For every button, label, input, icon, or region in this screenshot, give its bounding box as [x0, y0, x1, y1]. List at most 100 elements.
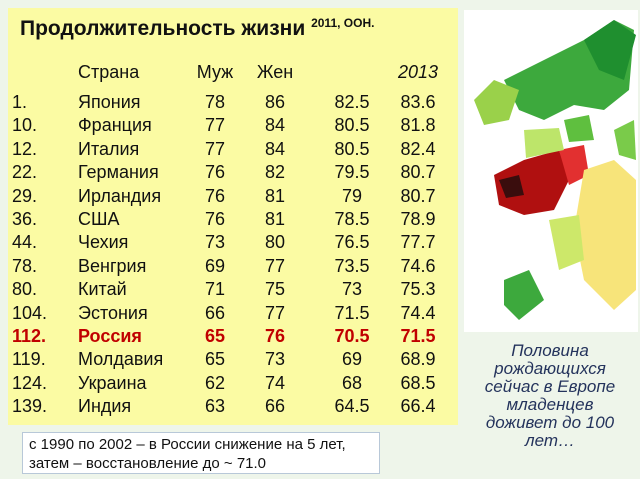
table-cell: Индия: [78, 396, 132, 417]
table-cell: 84: [264, 115, 286, 136]
header-cell: Страна: [78, 62, 140, 82]
table-cell: 73: [204, 232, 226, 253]
side-line: рождающихся: [494, 359, 606, 378]
side-line: лет…: [524, 431, 575, 450]
table-cell: 71.5: [400, 326, 436, 346]
title-text: Продолжительность жизни: [20, 17, 306, 40]
table-cell: 76: [204, 162, 226, 183]
side-line: доживет до 100: [485, 413, 615, 432]
table-cell: 71: [204, 279, 226, 300]
header-cell: Муж: [196, 62, 234, 82]
table-cell: 71.5: [334, 302, 370, 323]
table-cell: 124.: [12, 372, 48, 393]
table-cell: 82: [264, 162, 286, 183]
table-cell: 80.: [12, 279, 38, 300]
table-cell: 86: [264, 92, 286, 112]
table-cell: 65: [204, 349, 226, 370]
table-cell: 76.5: [334, 232, 370, 253]
table-cell: 80.7: [400, 185, 436, 206]
table-cell: 74.4: [400, 302, 436, 323]
table-cell: 80.7: [400, 162, 436, 183]
title: Продолжительность жизни 2011, ООН.: [20, 16, 374, 41]
table-cell: 77: [204, 138, 226, 159]
table-cell: 78: [204, 92, 226, 112]
title-note: 2011, ООН.: [311, 16, 375, 30]
table-cell: 12.: [12, 138, 38, 159]
note: с 1990 по 2002 – в России снижение на 5 …: [22, 432, 380, 474]
table-cell: 77: [264, 302, 286, 323]
side-text: Половина рождающихся сейчас в Европе младен…: [462, 342, 638, 450]
table-cell: 73.5: [334, 255, 370, 276]
table-cell: 80: [264, 232, 286, 253]
table-panel: Продолжительность жизни 2011, ООН. Стран…: [8, 8, 458, 425]
table-cell: Эстония: [78, 302, 148, 323]
table-cell: 63: [204, 396, 226, 417]
table-cell: Франция: [78, 115, 152, 136]
table-cell: 22.: [12, 162, 38, 183]
side-line: сейчас в Европе: [484, 377, 616, 396]
table-cell: 62: [204, 372, 226, 393]
table-cell: 76: [264, 326, 286, 346]
table-cell: 68.9: [400, 349, 436, 370]
table-cell: Чехия: [78, 232, 129, 253]
table-cell: 78.5: [334, 209, 370, 229]
table-cell: 66: [204, 302, 226, 323]
side-line: Половина: [511, 341, 589, 360]
map: [464, 10, 638, 332]
table-cell: 112.: [12, 326, 47, 346]
table-cell: 84: [264, 138, 286, 159]
table-cell: 73: [264, 349, 286, 370]
table-cell: США: [78, 209, 120, 229]
table-cell: 1.: [12, 92, 28, 112]
table-cell: 29.: [12, 185, 38, 206]
header-cell: 2013: [397, 62, 439, 82]
table-cell: 74.6: [400, 255, 436, 276]
table-cell: 80.5: [334, 115, 370, 136]
table-cell: 104.: [12, 302, 48, 323]
table-cell: 139.: [12, 396, 48, 417]
table-cell: Япония: [78, 92, 141, 112]
table-cell: Ирландия: [78, 185, 162, 206]
table-cell: 68.5: [400, 372, 436, 393]
table-cell: 77.7: [400, 232, 436, 253]
table-cell: 74: [264, 372, 286, 393]
table-cell: Россия: [78, 326, 142, 346]
table-cell: 81: [264, 185, 286, 206]
side-line: младенцев: [506, 395, 594, 414]
table-cell: 78.9: [400, 209, 436, 229]
table-cell: Италия: [78, 138, 140, 159]
table-cell: Молдавия: [78, 349, 164, 370]
table-cell: 78.: [12, 255, 38, 276]
table-cell: Украина: [78, 372, 147, 393]
table-cell: Германия: [78, 162, 159, 183]
table-cell: 64.5: [334, 396, 370, 417]
table-cell: 79.5: [334, 162, 370, 183]
table-cell: 66: [264, 396, 286, 417]
table-cell: Венгрия: [78, 255, 147, 276]
table-cell: 75.3: [400, 279, 436, 300]
table-cell: 119.: [12, 349, 46, 370]
table-cell: 68: [341, 372, 363, 393]
table-cell: 82.5: [334, 92, 370, 112]
table-cell: 10.: [12, 115, 38, 136]
table-cell: 83.6: [400, 92, 436, 112]
note-line: с 1990 по 2002 – в России снижение на 5 …: [29, 436, 346, 453]
table-cell: 44.: [12, 232, 38, 253]
table-cell: 81: [264, 209, 286, 229]
table-cell: 65: [204, 326, 226, 346]
table-cell: 75: [264, 279, 286, 300]
table-cell: 80.5: [334, 138, 370, 159]
header-cell: Жен: [256, 62, 294, 82]
table-cell: 70.5: [334, 326, 370, 346]
table-cell: 76: [204, 209, 226, 229]
table-cell: 73: [341, 279, 363, 300]
table-cell: 77: [204, 115, 226, 136]
table-cell: 66.4: [400, 396, 436, 417]
note-line: затем – восстановление до ~ 71.0: [29, 455, 267, 472]
table-cell: 77: [264, 255, 286, 276]
table-cell: 69: [204, 255, 226, 276]
table-cell: 81.8: [400, 115, 436, 136]
table-cell: 69: [341, 349, 363, 370]
table-cell: 76: [204, 185, 226, 206]
